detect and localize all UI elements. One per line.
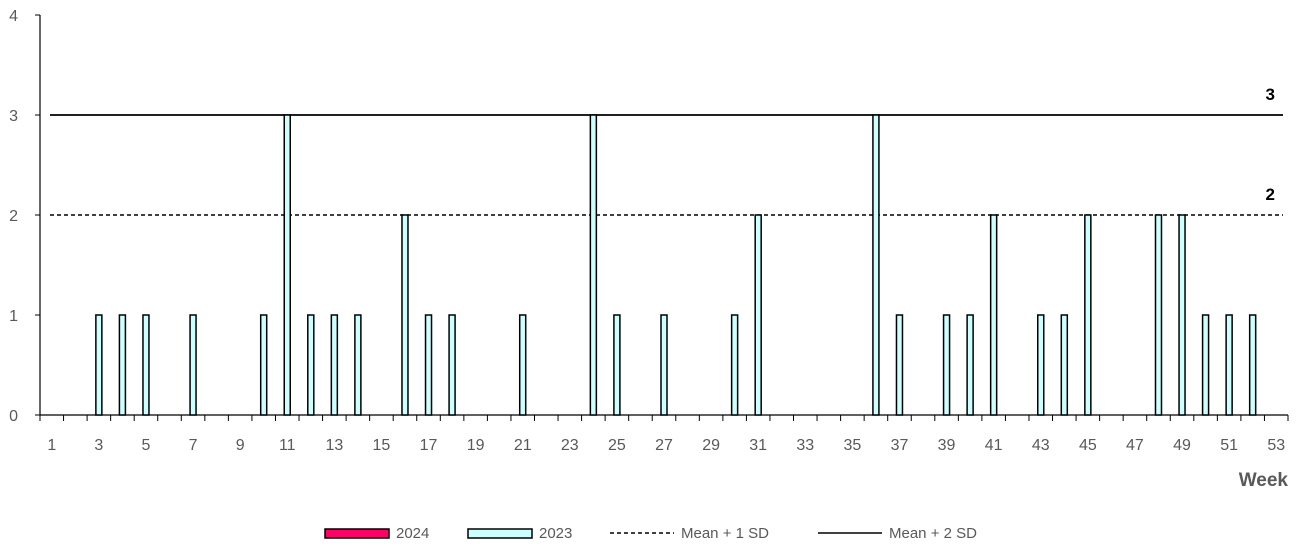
- bar-2023-week-31: [754, 214, 762, 416]
- x-tick-label: 19: [467, 437, 485, 454]
- x-tick-label: 33: [796, 437, 814, 454]
- bar-2023-week-37: [895, 314, 904, 416]
- x-tick-label: 27: [655, 437, 673, 454]
- bar-2023-week-18: [448, 314, 456, 416]
- x-tick-label: 43: [1032, 437, 1050, 454]
- bar-2023-week-49: [1178, 214, 1186, 416]
- y-tick-label: 3: [9, 108, 18, 125]
- bar-2023-week-52: [1248, 314, 1257, 416]
- x-tick-label: 23: [561, 437, 579, 454]
- x-axis: 1 3 5 7 9 11 13 15 17 19 21 23 25 27 29 31 33 35 37 39 41 43 4…: [39, 414, 1289, 454]
- bar-2023-week-12: [307, 314, 315, 416]
- y-tick-label: 4: [9, 8, 18, 25]
- legend-mean-plus-2-sd: Mean + 2 SD: [818, 525, 977, 542]
- bar-2023-week-44: [1060, 314, 1069, 416]
- x-tick-label: 15: [373, 437, 391, 454]
- bar-2023-week-25: [613, 314, 621, 416]
- bar-2023-week-10: [259, 314, 268, 416]
- legend-2024: 2024: [324, 525, 429, 542]
- x-tick-label: 29: [702, 437, 720, 454]
- reference-line-label: 2: [1266, 185, 1275, 204]
- x-tick-label: 35: [843, 437, 861, 454]
- x-tick-label: 7: [189, 437, 198, 454]
- legend-2024-swatch: [324, 528, 390, 539]
- legend-mean-plus-1-sd-label: Mean + 1 SD: [681, 525, 769, 542]
- x-tick-label: 39: [938, 437, 956, 454]
- legend: 2024 2023 Mean + 1 SD Mean + 2 SD: [324, 525, 977, 542]
- bar-2023-week-13: [330, 314, 339, 416]
- x-tick-label: 37: [891, 437, 909, 454]
- x-tick-label: 53: [1267, 437, 1285, 454]
- x-tick-label: 21: [514, 437, 532, 454]
- x-tick-label: 41: [985, 437, 1003, 454]
- bar-2023-week-17: [424, 314, 433, 416]
- x-tick-label: 49: [1173, 437, 1191, 454]
- bar-2023-week-30: [730, 314, 739, 416]
- bar-2023-week-11: [283, 114, 291, 416]
- bar-2023-week-45: [1084, 214, 1092, 416]
- bar-2023-week-36: [872, 114, 880, 416]
- bar-2023-week-27: [660, 314, 668, 416]
- x-tick-label: 31: [749, 437, 767, 454]
- reference-line-label: 3: [1266, 85, 1275, 104]
- bar-2023-week-5: [142, 314, 150, 416]
- x-axis-title: Week: [1239, 470, 1289, 491]
- y-tick-label: 2: [9, 208, 18, 225]
- bar-2023-week-14: [354, 314, 362, 416]
- x-tick-label: 11: [279, 437, 296, 454]
- y-axis: 0 1 2 3 4: [9, 8, 41, 425]
- x-tick-label: 45: [1079, 437, 1097, 454]
- x-tick-label: 17: [420, 437, 438, 454]
- legend-mean-plus-2-sd-label: Mean + 2 SD: [889, 525, 977, 542]
- bar-2023-week-39: [942, 314, 951, 416]
- bar-2023-week-4: [118, 314, 127, 416]
- bar-2023-week-51: [1225, 314, 1233, 416]
- x-tick-label: 13: [325, 437, 343, 454]
- reference-lines: 23: [50, 85, 1283, 216]
- legend-2024-label: 2024: [396, 525, 429, 542]
- bar-2023-week-3: [95, 314, 103, 416]
- x-tick-label: 1: [47, 437, 56, 454]
- y-tick-label: 1: [9, 308, 18, 325]
- x-tick-label: 3: [94, 437, 103, 454]
- bar-2023-week-48: [1154, 214, 1163, 416]
- x-tick-label: 25: [608, 437, 626, 454]
- bar-2023-week-40: [966, 314, 974, 416]
- legend-mean-plus-1-sd: Mean + 1 SD: [610, 525, 769, 542]
- x-tick-label: 5: [142, 437, 151, 454]
- bar-2023-week-24: [589, 114, 598, 416]
- legend-2023-swatch: [467, 528, 533, 539]
- bar-2023-week-43: [1037, 314, 1045, 416]
- x-tick-label: 51: [1220, 437, 1238, 454]
- bar-2023-week-16: [401, 214, 409, 416]
- legend-2023: 2023: [467, 525, 572, 542]
- legend-2023-label: 2023: [539, 525, 572, 542]
- bar-2023-week-21: [518, 314, 527, 416]
- bars: [95, 114, 1257, 416]
- bar-2023-week-7: [189, 314, 197, 416]
- x-tick-label: 47: [1126, 437, 1144, 454]
- bar-2023-week-50: [1201, 314, 1210, 416]
- x-tick-label: 9: [236, 437, 245, 454]
- y-tick-label: 0: [9, 408, 18, 425]
- bar-2023-week-41: [989, 214, 998, 416]
